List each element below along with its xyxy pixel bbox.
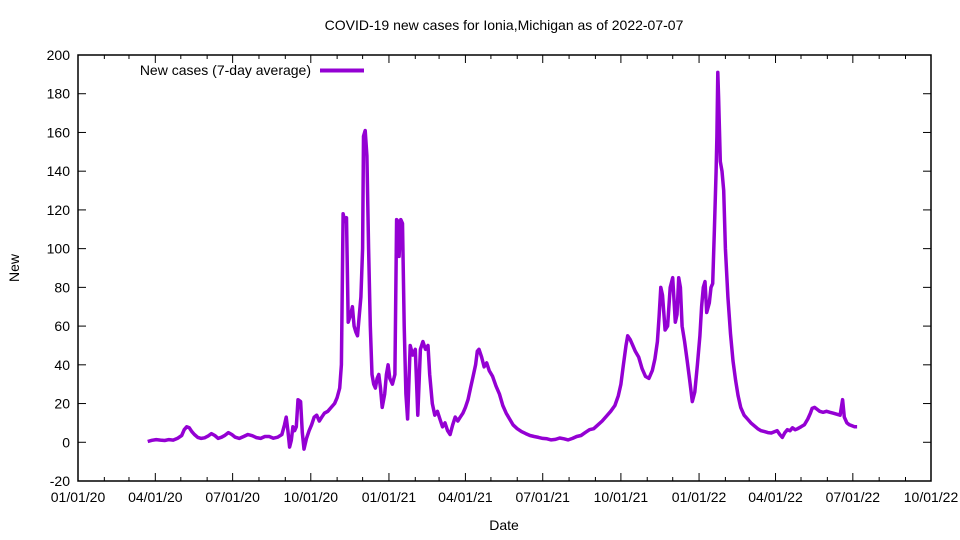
y-tick-label: 20 (54, 396, 70, 412)
y-tick-label: 0 (62, 434, 70, 450)
plot-border (77, 54, 932, 482)
y-axis-label: New (6, 253, 22, 282)
x-tick-label: 07/01/21 (515, 489, 570, 505)
y-tick-label: 200 (47, 47, 71, 63)
y-tick-label: 120 (47, 202, 71, 218)
y-tick-label: -20 (50, 473, 70, 489)
x-tick-label: 01/01/22 (672, 489, 727, 505)
x-tick-label: 04/01/22 (748, 489, 803, 505)
x-tick-label: 07/01/22 (826, 489, 881, 505)
x-tick-label: 07/01/20 (205, 489, 260, 505)
legend-label: New cases (7-day average) (140, 62, 311, 78)
x-tick-label: 04/01/21 (438, 489, 493, 505)
axis-ticks (77, 54, 932, 482)
x-tick-label: 10/01/21 (594, 489, 649, 505)
axis-tick-labels: -20 0 20 40 60 80 100 120 140 160 180 200 01/01/20 04… (47, 47, 959, 505)
x-tick-label: 10/01/22 (904, 489, 959, 505)
legend: New cases (7-day average) (140, 62, 364, 78)
y-tick-label: 60 (54, 318, 70, 334)
y-tick-label: 100 (47, 241, 71, 257)
y-tick-label: 160 (47, 124, 71, 140)
y-tick-label: 180 (47, 86, 71, 102)
chart-title: COVID-19 new cases for Ionia,Michigan as… (325, 17, 684, 33)
x-axis-label: Date (489, 517, 519, 533)
x-tick-label: 04/01/20 (128, 489, 183, 505)
series-line-new-cases (147, 70, 858, 451)
x-tick-label: 01/01/20 (51, 489, 106, 505)
x-tick-label: 10/01/20 (284, 489, 339, 505)
y-tick-label: 140 (47, 163, 71, 179)
y-tick-label: 80 (54, 279, 70, 295)
y-tick-label: 40 (54, 357, 70, 373)
x-tick-label: 01/01/21 (362, 489, 417, 505)
